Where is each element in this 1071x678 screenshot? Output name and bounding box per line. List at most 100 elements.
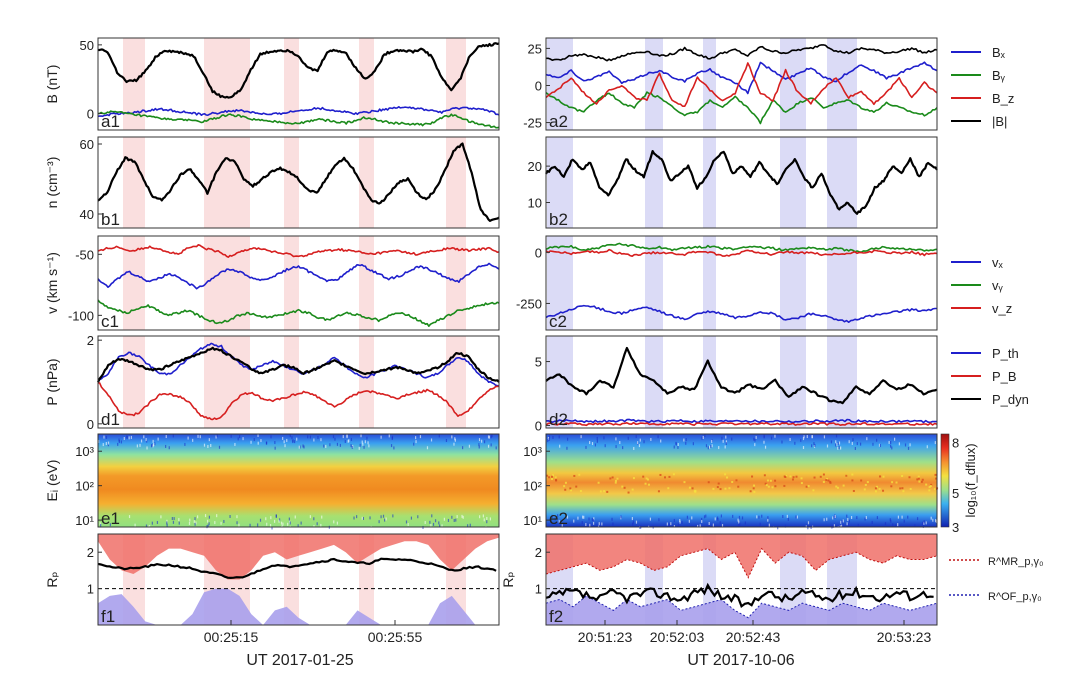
noise-pixel [489,517,492,521]
noise-pixel [753,484,756,487]
panel-label: a2 [549,112,568,131]
noise-pixel [933,488,936,491]
shade-band [359,137,374,228]
noise-pixel [360,434,362,438]
noise-pixel [794,441,796,445]
noise-pixel [391,435,394,439]
noise-pixel [721,436,723,440]
noise-pixel [490,443,492,447]
noise-pixel [819,475,822,478]
noise-pixel [882,489,885,492]
noise-pixel [632,477,635,480]
noise-pixel [856,442,858,446]
shade-band [645,236,663,330]
series-line [545,91,938,125]
noise-pixel [728,487,731,490]
series-line [545,150,938,215]
shade-band [703,38,716,130]
noise-pixel [257,441,259,445]
of-area [98,588,499,625]
noise-pixel [934,473,937,476]
noise-pixel [922,524,924,528]
noise-pixel [872,442,874,446]
noise-pixel [216,514,218,518]
noise-pixel [632,522,634,526]
axes-frame [545,37,938,131]
noise-pixel [569,487,572,490]
axes-frame [97,433,500,528]
panel-label: a1 [101,112,120,131]
noise-pixel [336,442,339,446]
noise-pixel [889,518,891,522]
x-tick-label: 00:25:55 [368,629,423,645]
legend-label: Bₓ [992,45,1006,60]
noise-pixel [588,517,590,521]
mr-line [545,547,938,579]
shade-band [703,137,716,228]
noise-pixel [253,438,255,442]
noise-pixel [852,438,854,442]
noise-pixel [348,439,350,443]
noise-pixel [670,522,672,526]
noise-pixel [359,443,361,447]
panel-e2 [545,433,950,530]
noise-pixel [204,514,207,518]
noise-pixel [806,435,808,439]
noise-pixel [257,434,259,438]
noise-pixel [901,475,904,478]
noise-pixel [146,446,148,450]
y-tick-label: -100 [68,308,94,323]
noise-pixel [550,475,553,478]
noise-pixel [677,523,680,527]
noise-pixel [792,476,795,479]
noise-pixel [199,435,201,439]
noise-pixel [897,523,899,527]
noise-pixel [781,440,783,444]
noise-pixel [921,478,924,481]
noise-pixel [130,435,132,439]
y-axis-label: n (cm⁻³) [44,157,60,209]
noise-pixel [166,523,168,527]
y-tick-label: 10³ [523,444,542,459]
noise-pixel [558,435,560,439]
y-tick-label: 10³ [75,444,94,459]
shade-band [547,137,573,228]
series-line [546,44,938,62]
noise-pixel [758,515,760,519]
y-tick-label: 10 [528,196,542,211]
noise-pixel [807,485,810,488]
noise-pixel [732,514,734,518]
noise-pixel [157,437,159,441]
noise-pixel [445,438,448,442]
noise-pixel [901,487,904,490]
noise-pixel [303,526,306,530]
noise-pixel [270,435,272,439]
noise-pixel [136,444,138,448]
noise-pixel [380,515,382,519]
noise-pixel [495,446,497,450]
noise-pixel [783,484,786,487]
shade-band [359,336,374,428]
noise-pixel [875,485,878,488]
shade-band [123,137,145,228]
noise-pixel [189,518,191,522]
y-tick-label: 0 [87,107,94,122]
noise-pixel [866,437,868,441]
noise-pixel [378,520,380,524]
noise-pixel [160,515,162,519]
y-tick-label: -50 [75,247,94,262]
noise-pixel [929,484,932,487]
noise-pixel [836,442,838,446]
noise-pixel [585,445,587,449]
noise-pixel [707,446,709,450]
noise-pixel [194,522,196,526]
noise-pixel [876,516,878,520]
noise-pixel [353,516,355,520]
noise-pixel [842,523,844,527]
noise-pixel [585,523,587,527]
noise-pixel [635,435,637,439]
noise-pixel [890,444,892,448]
noise-pixel [639,438,641,442]
noise-pixel [307,435,309,439]
noise-pixel [242,437,244,441]
